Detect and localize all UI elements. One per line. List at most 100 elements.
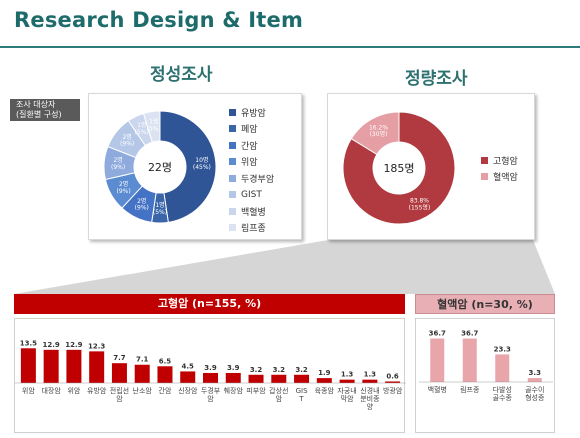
qual-slice-label-6: 1명 (5%) (135, 121, 149, 136)
solid-cancer-header: 고형암 (n=155, %) (14, 294, 405, 314)
quant-slice-1 (350, 111, 400, 156)
solid-bar-14 (339, 379, 355, 383)
solid-value-label-4: 7.7 (113, 354, 126, 362)
qual-legend-item: 두경부암 (229, 170, 274, 187)
qual-slice-label-1: 1명 (5%) (153, 201, 167, 216)
qual-legend-swatch (229, 125, 236, 133)
solid-category-label-12: GIS T (296, 387, 308, 403)
blood-cancer-bar-chart: 36.7 백혈병 36.7 림프종 23.3 다발성 골수종 3.3 골수이 형성증 (415, 318, 555, 433)
qual-legend-label: 유방암 (241, 108, 266, 119)
qual-legend-label: 백혈병 (241, 207, 266, 218)
solid-bar-16 (385, 381, 401, 383)
blood-bar-0 (430, 338, 445, 382)
quant-legend-label: 혈액암 (493, 173, 518, 184)
qual-legend-swatch (229, 191, 236, 199)
solid-value-label-3: 12.3 (88, 342, 105, 350)
solid-bar-8 (203, 372, 218, 383)
solid-category-label-16: 방광암 (383, 386, 403, 395)
solid-value-label-15: 1.3 (364, 371, 377, 379)
qual-slice-label-5: 2명 (9%) (120, 133, 134, 148)
qual-legend-swatch (229, 108, 236, 116)
solid-value-label-14: 1.3 (341, 371, 354, 379)
solid-category-label-3: 유방암 (87, 386, 107, 395)
qualitative-title: 정성조사 (150, 65, 213, 85)
solid-category-label-8: 두경부 암 (201, 386, 221, 403)
solid-category-label-5: 난소암 (133, 386, 153, 395)
page-title: Research Design & Item (14, 8, 304, 32)
solid-bar-7 (180, 371, 196, 383)
subject-label-line2: (질환별 구성) (16, 110, 62, 119)
blood-value-label-1: 36.7 (461, 330, 478, 338)
qual-legend-swatch (229, 224, 236, 232)
solid-bar-12 (294, 374, 310, 383)
qual-slice-7 (142, 110, 161, 143)
qual-slice-label-2: 2명 (9%) (135, 197, 149, 212)
solid-bar-15 (362, 379, 378, 383)
qual-legend-item: 림프종 (229, 220, 274, 237)
quantitative-chart-panel: 83.8% (155명) 16.2% (30명) 185명 (327, 93, 535, 240)
quant-legend-item: 고형암 (481, 152, 518, 169)
blood-value-label-2: 23.3 (494, 345, 511, 353)
qual-legend-swatch (229, 158, 236, 166)
solid-category-label-1: 대장암 (41, 386, 61, 395)
qual-legend-swatch (229, 207, 236, 215)
blood-category-label-1: 림프종 (460, 386, 480, 394)
solid-value-label-11: 3.2 (273, 366, 286, 374)
solid-bar-1 (43, 349, 59, 383)
solid-category-label-9: 췌장암 (224, 386, 244, 395)
solid-bar-11 (271, 374, 287, 383)
qual-legend-item: 폐암 (229, 121, 274, 138)
qualitative-donut-chart: 10명 (45%)1명 (5%)2명 (9%)2명 (9%)2명 (9%)2명 (9%)1명… (103, 110, 217, 224)
blood-cancer-header: 혈액암 (n=30, %) (415, 294, 555, 314)
solid-value-label-12: 3.2 (295, 366, 308, 374)
solid-category-label-6: 간암 (159, 386, 172, 395)
solid-value-label-10: 3.2 (250, 366, 263, 374)
quant-legend-swatch (481, 173, 488, 181)
qual-legend-label: 두경부암 (241, 174, 275, 185)
solid-cancer-bar-svg: 13.5 위암 12.9 대장암 12.9 위암 12.3 유방암 7.7 전립선 암 7.1 난소암 6… (15, 339, 406, 411)
qual-legend-item: 위암 (229, 154, 274, 171)
title-divider (0, 46, 580, 48)
quant-slice-label-1: 16.2% (30명) (369, 124, 388, 138)
qual-slice-label-0: 10명 (45%) (193, 156, 211, 171)
qual-legend-item: GIST (229, 187, 274, 204)
quantitative-title: 정량조사 (405, 69, 468, 89)
solid-cancer-bar-chart: 13.5 위암 12.9 대장암 12.9 위암 12.3 유방암 7.7 전립선 암 7.1 난소암 6… (14, 318, 406, 433)
quant-legend-swatch (481, 156, 488, 164)
solid-category-label-4: 전립선 암 (110, 386, 129, 403)
solid-category-label-2: 위암 (67, 387, 80, 395)
solid-value-label-9: 3.9 (227, 364, 240, 372)
blood-value-label-0: 36.7 (429, 330, 446, 338)
blood-category-label-0: 백혈병 (428, 385, 447, 394)
qual-slice-label-7: 1명 (5%) (147, 117, 161, 132)
blood-value-label-3: 3.3 (529, 369, 542, 377)
solid-value-label-7: 4.5 (182, 362, 195, 370)
quantitative-donut-chart: 83.8% (155명) 16.2% (30명) 185명 (342, 111, 456, 225)
qual-legend-swatch (229, 174, 236, 182)
qual-slice-label-4: 2명 (9%) (111, 156, 125, 171)
solid-value-label-13: 1.9 (318, 369, 331, 377)
solid-category-label-11: 갑상선 암 (269, 386, 288, 403)
solid-bar-9 (225, 372, 241, 383)
qual-slice-0 (159, 110, 217, 223)
solid-category-label-13: 육종암 (315, 387, 335, 395)
subject-label-line1: 조사 대상자 (16, 100, 56, 109)
quant-slice-0 (342, 111, 456, 225)
quant-center-label: 185명 (383, 162, 414, 175)
qual-legend-item: 간암 (229, 137, 274, 154)
solid-bar-5 (134, 364, 150, 383)
solid-category-label-10: 피부암 (246, 386, 266, 395)
blood-category-label-2: 다발성 골수종 (493, 385, 513, 402)
solid-category-label-15: 신경내 분비종 양 (360, 386, 380, 411)
solid-bar-4 (111, 363, 127, 383)
solid-bar-10 (248, 374, 264, 383)
qual-legend-label: GIST (241, 189, 262, 200)
solid-value-label-1: 12.9 (43, 341, 60, 349)
solid-category-label-0: 위암 (22, 387, 35, 395)
qual-legend-label: 림프종 (241, 224, 266, 235)
solid-category-label-7: 신장암 (178, 386, 198, 395)
qual-legend-item: 백혈병 (229, 203, 274, 220)
qual-slice-label-3: 2명 (9%) (117, 180, 131, 195)
